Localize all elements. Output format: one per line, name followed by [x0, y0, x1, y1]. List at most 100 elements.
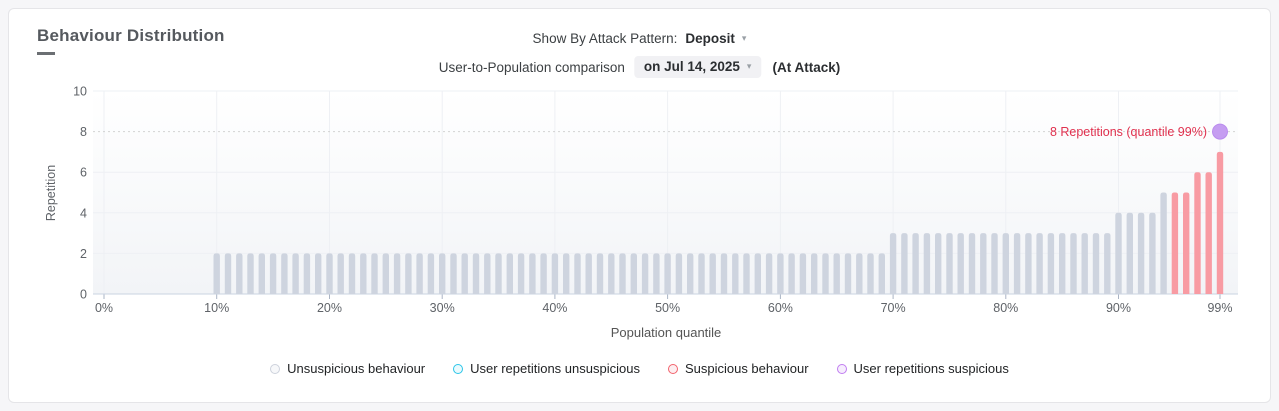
- unsuspicious-bar: [596, 253, 604, 294]
- unsuspicious-bar: [585, 253, 592, 294]
- user-point-marker: [1212, 123, 1228, 140]
- unsuspicious-bar: [269, 253, 277, 294]
- comparison-row: User-to-Population comparison on Jul 14,…: [439, 56, 840, 78]
- suspicious-bar: [1216, 151, 1224, 294]
- x-axis-label: Population quantile: [611, 325, 722, 340]
- unsuspicious-bar: [382, 253, 389, 294]
- comparison-date-dropdown[interactable]: on Jul 14, 2025 ▾: [633, 56, 762, 78]
- unsuspicious-bar: [732, 253, 739, 294]
- unsuspicious-bar: [450, 253, 457, 294]
- unsuspicious-bar: [236, 253, 243, 294]
- comparison-label: User-to-Population comparison: [438, 59, 625, 75]
- unsuspicious-bar: [698, 253, 705, 294]
- unsuspicious-bar: [1126, 212, 1133, 294]
- attack-pattern-dropdown[interactable]: Deposit ▾: [677, 31, 746, 46]
- unsuspicious-bar: [980, 233, 987, 294]
- unsuspicious-bar: [720, 253, 728, 294]
- behaviour-distribution-card: Behaviour Distribution Show By Attack Pa…: [8, 8, 1271, 403]
- unsuspicious-bar: [258, 253, 265, 294]
- chevron-down-icon: ▾: [746, 61, 752, 71]
- y-tick-label: 4: [80, 206, 87, 220]
- user-point-label: 8 Repetitions (quantile 99%): [1050, 125, 1207, 139]
- unsuspicious-bar: [337, 253, 344, 294]
- unsuspicious-bar: [247, 253, 254, 294]
- unsuspicious-bar: [777, 253, 784, 294]
- legend-item[interactable]: User repetitions unsuspicious: [453, 361, 640, 376]
- unsuspicious-bar: [360, 253, 367, 294]
- suspicious-bar: [1171, 192, 1179, 294]
- unsuspicious-bar: [472, 253, 480, 294]
- y-tick-label: 6: [80, 166, 87, 180]
- x-tick-label: 30%: [430, 301, 455, 315]
- unsuspicious-bar: [1059, 233, 1066, 294]
- x-tick-label: 40%: [542, 301, 567, 315]
- unsuspicious-bar: [1081, 233, 1088, 294]
- unsuspicious-bar: [495, 253, 502, 294]
- unsuspicious-bar: [619, 253, 626, 294]
- unsuspicious-bar: [540, 253, 547, 294]
- unsuspicious-bar: [348, 253, 356, 294]
- x-tick-label: 0%: [95, 301, 113, 315]
- unsuspicious-bar: [844, 253, 852, 294]
- unsuspicious-bar: [427, 253, 435, 294]
- unsuspicious-bar: [630, 253, 637, 294]
- attack-pattern-row: Show By Attack Pattern: Deposit ▾: [533, 27, 747, 49]
- legend-circle-icon: [270, 363, 281, 374]
- unsuspicious-bar: [461, 253, 468, 294]
- chevron-down-icon: ▾: [741, 32, 747, 43]
- unsuspicious-bar: [281, 253, 288, 294]
- unsuspicious-bar: [867, 253, 874, 294]
- legend-item[interactable]: Suspicious behaviour: [667, 361, 809, 376]
- unsuspicious-bar: [1025, 233, 1032, 294]
- x-tick-label: 70%: [881, 301, 906, 315]
- legend-item[interactable]: Unsuspicious behaviour: [270, 361, 425, 376]
- y-tick-label: 0: [80, 288, 87, 302]
- unsuspicious-bar: [765, 253, 773, 294]
- x-tick-label: 20%: [317, 301, 342, 315]
- legend-circle-icon: [453, 363, 464, 374]
- unsuspicious-bar: [574, 253, 581, 294]
- suspicious-bar: [1194, 172, 1201, 294]
- legend-label: Suspicious behaviour: [684, 361, 809, 376]
- legend-item[interactable]: User repetitions suspicious: [836, 361, 1009, 376]
- chart-controls: Show By Attack Pattern: Deposit ▾ User-t…: [439, 27, 840, 78]
- legend-label: User repetitions suspicious: [853, 361, 1009, 376]
- legend-label: User repetitions unsuspicious: [470, 361, 640, 376]
- unsuspicious-bar: [563, 253, 570, 294]
- x-tick-label: 10%: [204, 301, 229, 315]
- x-tick-label: 80%: [993, 301, 1018, 315]
- unsuspicious-bar: [788, 253, 795, 294]
- title-underline: [37, 52, 55, 55]
- unsuspicious-bar: [968, 233, 976, 294]
- unsuspicious-bar: [675, 253, 683, 294]
- x-tick-label: 60%: [768, 301, 793, 315]
- unsuspicious-bar: [1036, 233, 1043, 294]
- unsuspicious-bar: [326, 253, 333, 294]
- legend-circle-icon: [667, 363, 678, 374]
- unsuspicious-bar: [1070, 233, 1077, 294]
- comparison-date-value: on Jul 14, 2025: [643, 59, 740, 74]
- suspicious-bar: [1183, 192, 1190, 294]
- unsuspicious-bar: [889, 233, 897, 294]
- unsuspicious-bar: [371, 253, 378, 294]
- unsuspicious-bar: [517, 253, 525, 294]
- unsuspicious-bar: [641, 253, 649, 294]
- unsuspicious-bar: [303, 253, 311, 294]
- chart-legend: Unsuspicious behaviour User repetitions u…: [9, 361, 1270, 376]
- unsuspicious-bar: [1115, 212, 1122, 294]
- unsuspicious-bar: [224, 253, 232, 294]
- page-title: Behaviour Distribution: [37, 26, 225, 45]
- y-tick-label: 10: [73, 85, 87, 99]
- card-header: Behaviour Distribution: [37, 26, 225, 55]
- unsuspicious-bar: [687, 253, 694, 294]
- unsuspicious-bar: [551, 253, 559, 294]
- unsuspicious-bar: [1104, 233, 1111, 294]
- unsuspicious-bar: [1137, 212, 1145, 294]
- behaviour-distribution-chart: 0% 10% 20% 30% 40% 50% 60% 70% 80% 90% 99% 0 2 4 6 8 10 R…: [44, 85, 1238, 340]
- x-tick-label: 90%: [1106, 301, 1131, 315]
- unsuspicious-bar: [1160, 192, 1167, 294]
- unsuspicious-bar: [935, 233, 942, 294]
- unsuspicious-bar: [754, 253, 761, 294]
- unsuspicious-bar: [315, 253, 322, 294]
